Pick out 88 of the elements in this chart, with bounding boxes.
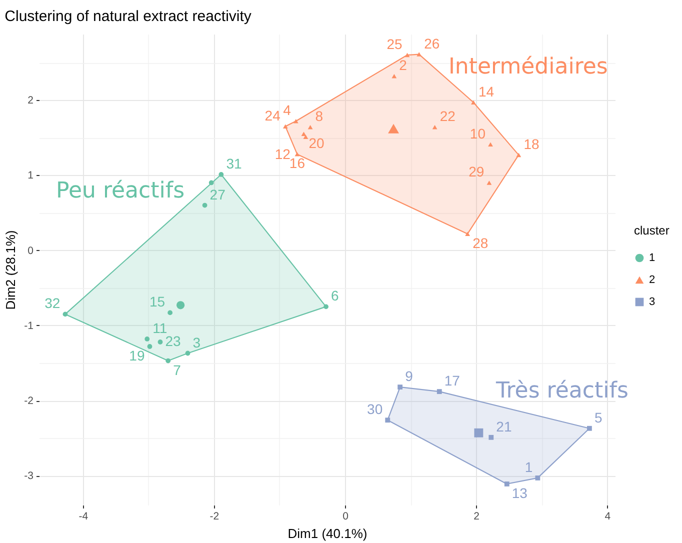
point <box>385 418 390 423</box>
annotation: 14 <box>478 83 494 100</box>
point <box>294 152 300 156</box>
x-tick-label: -4 <box>78 510 88 522</box>
annotation: 13 <box>512 484 528 501</box>
annotation: 6 <box>331 288 340 304</box>
annotation: 7 <box>173 362 182 378</box>
legend-label: 1 <box>649 252 656 264</box>
y-tick-label: 2 <box>28 94 34 107</box>
annotation: 26 <box>424 35 440 52</box>
point <box>471 100 476 104</box>
annotation: 10 <box>470 125 486 142</box>
point <box>586 426 592 431</box>
annotation: 4 <box>283 102 292 118</box>
point <box>176 301 185 310</box>
y-tick-label: -2 <box>24 395 34 408</box>
annotation: 9 <box>405 368 414 384</box>
annotation: 11 <box>152 320 168 336</box>
point <box>432 125 438 130</box>
annotation: 19 <box>129 348 145 364</box>
annotation: 30 <box>367 401 383 418</box>
point <box>516 152 522 158</box>
annotation: 3 <box>192 334 201 350</box>
point <box>388 124 399 134</box>
annotation: 21 <box>496 418 512 434</box>
x-tick-label: -2 <box>210 510 220 522</box>
series-label: Intermédiaires <box>448 54 608 80</box>
annotation: 22 <box>440 108 456 124</box>
annotation: 2 <box>399 57 408 74</box>
annotation: 28 <box>472 234 488 251</box>
point <box>218 172 224 177</box>
point <box>303 134 308 140</box>
point <box>486 180 492 185</box>
point <box>398 384 403 390</box>
point <box>504 482 510 486</box>
annotation: 32 <box>44 295 60 312</box>
point <box>293 119 298 124</box>
x-tick-label: 4 <box>604 510 611 522</box>
annotation: 15 <box>149 294 166 310</box>
point <box>147 344 152 349</box>
point <box>465 232 470 236</box>
legend-label: 3 <box>649 296 656 308</box>
point <box>166 358 171 364</box>
point <box>168 310 173 316</box>
y-axis-title: Dim2 (28.1%) <box>3 230 18 310</box>
point <box>488 434 494 440</box>
annotation: 29 <box>468 164 484 180</box>
point <box>404 52 410 58</box>
point <box>282 124 288 129</box>
legend-title: cluster <box>634 224 670 238</box>
series-label: Très réactifs <box>495 378 628 404</box>
y-tick-label: -3 <box>24 470 34 482</box>
annotation: 5 <box>594 409 602 426</box>
chart-title: Clustering of natural extract reactivity <box>4 8 252 25</box>
annotation: 24 <box>264 107 281 124</box>
annotation: 1 <box>524 458 533 475</box>
point <box>185 350 190 356</box>
point <box>535 476 540 480</box>
point <box>301 132 306 136</box>
point <box>308 125 313 130</box>
point <box>488 142 493 147</box>
point <box>62 312 68 317</box>
y-tick-label: -1 <box>24 320 34 332</box>
x-tick-label: 2 <box>474 510 480 522</box>
annotation: 25 <box>386 36 402 52</box>
annotation: 8 <box>315 108 324 124</box>
annotation: 16 <box>289 155 306 172</box>
point <box>208 180 214 186</box>
annotation: 12 <box>274 146 291 162</box>
x-tick-label: 0 <box>342 510 349 522</box>
y-tick-label: 1 <box>28 170 34 182</box>
annotation: 17 <box>444 372 460 389</box>
point <box>324 304 328 310</box>
annotation: 23 <box>165 332 182 349</box>
point <box>436 389 442 394</box>
series-label: Peu réactifs <box>56 178 185 204</box>
point <box>202 202 208 208</box>
y-tick-label: 0 <box>28 244 34 257</box>
point <box>144 336 150 342</box>
point <box>474 428 484 438</box>
annotation: 27 <box>210 186 226 202</box>
legend-label: 2 <box>649 274 656 286</box>
annotation: 20 <box>308 134 325 151</box>
point <box>158 340 163 344</box>
annotation: 18 <box>524 136 540 152</box>
annotation: 31 <box>226 155 242 172</box>
x-axis-title: Dim1 (40.1%) <box>288 526 368 541</box>
point <box>392 74 397 78</box>
